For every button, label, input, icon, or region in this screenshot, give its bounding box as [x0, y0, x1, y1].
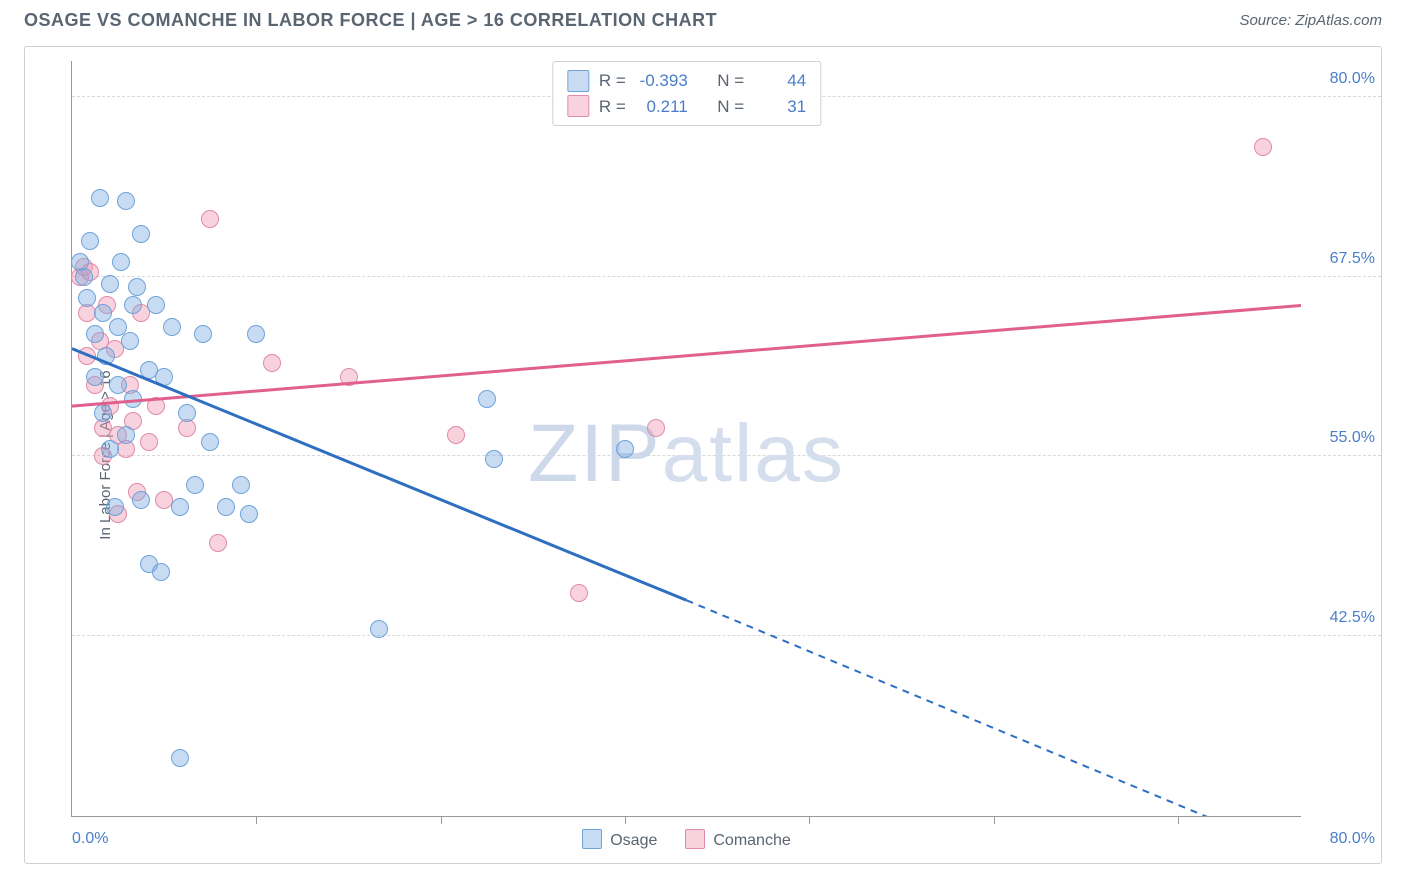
osage-point	[86, 325, 104, 343]
osage-point	[101, 275, 119, 293]
n-label: N =	[717, 68, 744, 94]
osage-point	[201, 433, 219, 451]
osage-point	[91, 189, 109, 207]
comanche-point	[1254, 138, 1272, 156]
swatch-osage-icon	[582, 829, 602, 849]
regression-lines-svg	[72, 61, 1301, 816]
osage-point	[171, 498, 189, 516]
osage-point	[132, 225, 150, 243]
source-label: Source: ZipAtlas.com	[1239, 12, 1382, 29]
watermark-bold: ZIP	[528, 408, 662, 499]
x-tick	[809, 816, 810, 824]
osage-point	[124, 296, 142, 314]
osage-point	[178, 404, 196, 422]
osage-point	[247, 325, 265, 343]
legend-item-comanche: Comanche	[685, 829, 790, 850]
osage-point	[128, 278, 146, 296]
osage-point	[117, 426, 135, 444]
watermark-thin: atlas	[662, 408, 845, 499]
y-tick-label: 55.0%	[1330, 429, 1375, 447]
chart-title: OSAGE VS COMANCHE IN LABOR FORCE | AGE >…	[24, 10, 717, 31]
osage-point	[194, 325, 212, 343]
osage-point	[101, 440, 119, 458]
comanche-point	[263, 354, 281, 372]
gridline-h	[72, 455, 1381, 456]
osage-point	[485, 450, 503, 468]
plot-area: ZIPatlas R = -0.393 N = 44 R = 0.211 N =…	[71, 61, 1301, 817]
comanche-point	[647, 419, 665, 437]
osage-point	[370, 620, 388, 638]
chart-container: In Labor Force | Age > 16 ZIPatlas R = -…	[24, 46, 1382, 864]
osage-point	[117, 192, 135, 210]
osage-point	[155, 368, 173, 386]
osage-r-value: -0.393	[636, 68, 688, 94]
gridline-h	[72, 276, 1381, 277]
n-label: N =	[717, 94, 744, 120]
legend-item-osage: Osage	[582, 829, 657, 850]
y-tick-label: 42.5%	[1330, 609, 1375, 627]
osage-point	[112, 253, 130, 271]
y-tick-label: 80.0%	[1330, 70, 1375, 88]
correlation-legend: R = -0.393 N = 44 R = 0.211 N = 31	[552, 61, 821, 126]
comanche-point	[201, 210, 219, 228]
osage-point	[124, 390, 142, 408]
osage-point	[97, 347, 115, 365]
swatch-comanche-icon	[685, 829, 705, 849]
x-tick	[256, 816, 257, 824]
osage-label: Osage	[610, 832, 657, 849]
osage-point	[94, 404, 112, 422]
osage-point	[94, 304, 112, 322]
x-tick	[994, 816, 995, 824]
osage-point	[78, 289, 96, 307]
comanche-point	[570, 584, 588, 602]
gridline-h	[72, 635, 1381, 636]
osage-regression-line-dashed	[687, 600, 1240, 816]
comanche-point	[140, 433, 158, 451]
osage-point	[147, 296, 165, 314]
x-tick	[1178, 816, 1179, 824]
osage-n-value: 44	[754, 68, 806, 94]
comanche-point	[209, 534, 227, 552]
osage-point	[86, 368, 104, 386]
x-tick-label: 0.0%	[72, 830, 108, 848]
comanche-point	[78, 347, 96, 365]
comanche-label: Comanche	[713, 832, 790, 849]
comanche-point	[340, 368, 358, 386]
osage-point	[478, 390, 496, 408]
osage-point	[240, 505, 258, 523]
osage-point	[81, 232, 99, 250]
swatch-osage-icon	[567, 70, 589, 92]
x-tick-label: 80.0%	[1330, 830, 1375, 848]
osage-point	[106, 498, 124, 516]
r-label: R =	[599, 94, 626, 120]
legend-row-osage: R = -0.393 N = 44	[567, 68, 806, 94]
osage-point	[186, 476, 204, 494]
osage-point	[109, 376, 127, 394]
osage-point	[616, 440, 634, 458]
osage-point	[132, 491, 150, 509]
y-tick-label: 67.5%	[1330, 250, 1375, 268]
x-tick	[441, 816, 442, 824]
x-tick	[625, 816, 626, 824]
watermark: ZIPatlas	[528, 407, 845, 501]
osage-point	[232, 476, 250, 494]
osage-point	[171, 749, 189, 767]
comanche-point	[147, 397, 165, 415]
comanche-r-value: 0.211	[636, 94, 688, 120]
osage-point	[163, 318, 181, 336]
swatch-comanche-icon	[567, 95, 589, 117]
legend-row-comanche: R = 0.211 N = 31	[567, 94, 806, 120]
osage-point	[152, 563, 170, 581]
series-legend: Osage Comanche	[72, 829, 1301, 850]
comanche-regression-line	[72, 305, 1301, 406]
comanche-point	[447, 426, 465, 444]
osage-point	[75, 268, 93, 286]
r-label: R =	[599, 68, 626, 94]
comanche-n-value: 31	[754, 94, 806, 120]
osage-point	[121, 332, 139, 350]
osage-point	[217, 498, 235, 516]
